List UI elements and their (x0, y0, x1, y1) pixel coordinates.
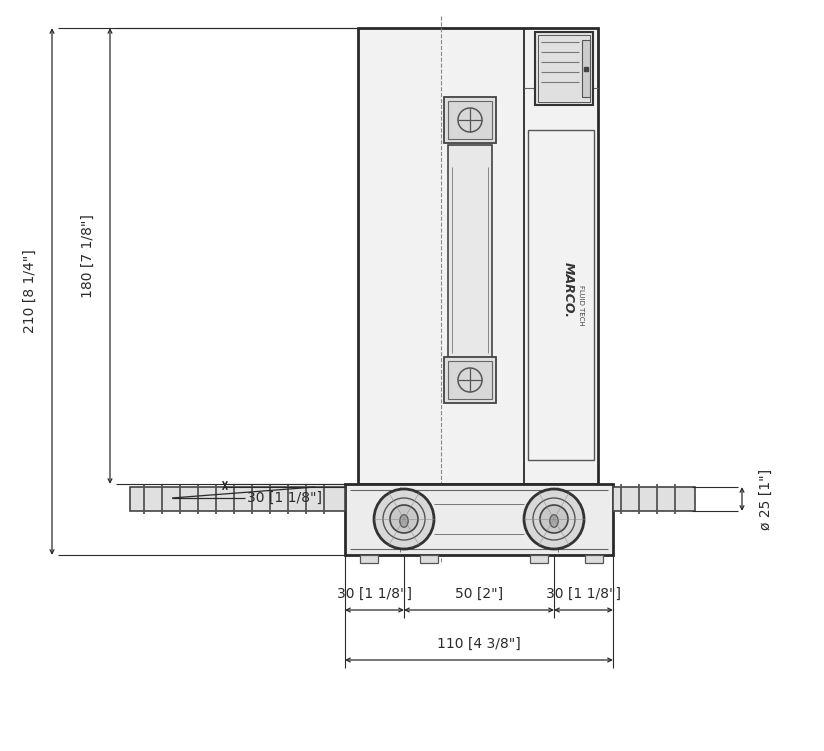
Bar (420, 555, 438, 563)
Text: 210 [8 1/4"]: 210 [8 1/4"] (23, 249, 37, 333)
Bar (130, 487, 345, 511)
Circle shape (374, 489, 434, 549)
Bar (582, 40, 590, 97)
Circle shape (540, 505, 568, 533)
Circle shape (390, 505, 418, 533)
Bar (360, 555, 378, 563)
Text: 110 [4 3/8"]: 110 [4 3/8"] (437, 637, 521, 651)
Bar (585, 555, 603, 563)
Text: 30 [1 1/8"]: 30 [1 1/8"] (546, 587, 621, 601)
Bar (538, 35, 590, 102)
Text: FLUID TECH: FLUID TECH (578, 285, 584, 325)
Bar (345, 484, 613, 555)
Text: 180 [7 1/8"]: 180 [7 1/8"] (81, 214, 95, 298)
Bar (535, 32, 593, 105)
Bar (358, 28, 598, 484)
Bar (448, 101, 492, 139)
Bar (448, 361, 492, 399)
Bar (448, 145, 492, 375)
Bar (444, 97, 496, 143)
Bar (530, 555, 548, 563)
Text: 30 [1 1/8"]: 30 [1 1/8"] (337, 587, 412, 601)
Ellipse shape (550, 514, 558, 527)
Text: 30 [1 1/8"]: 30 [1 1/8"] (247, 491, 322, 505)
Bar (528, 130, 594, 460)
Circle shape (524, 489, 584, 549)
Text: MARCO.: MARCO. (561, 262, 574, 318)
Text: ø 25 [1"]: ø 25 [1"] (759, 469, 773, 529)
Ellipse shape (400, 514, 408, 527)
Bar (613, 487, 695, 511)
Bar (444, 357, 496, 403)
Text: 50 [2"]: 50 [2"] (455, 587, 503, 601)
